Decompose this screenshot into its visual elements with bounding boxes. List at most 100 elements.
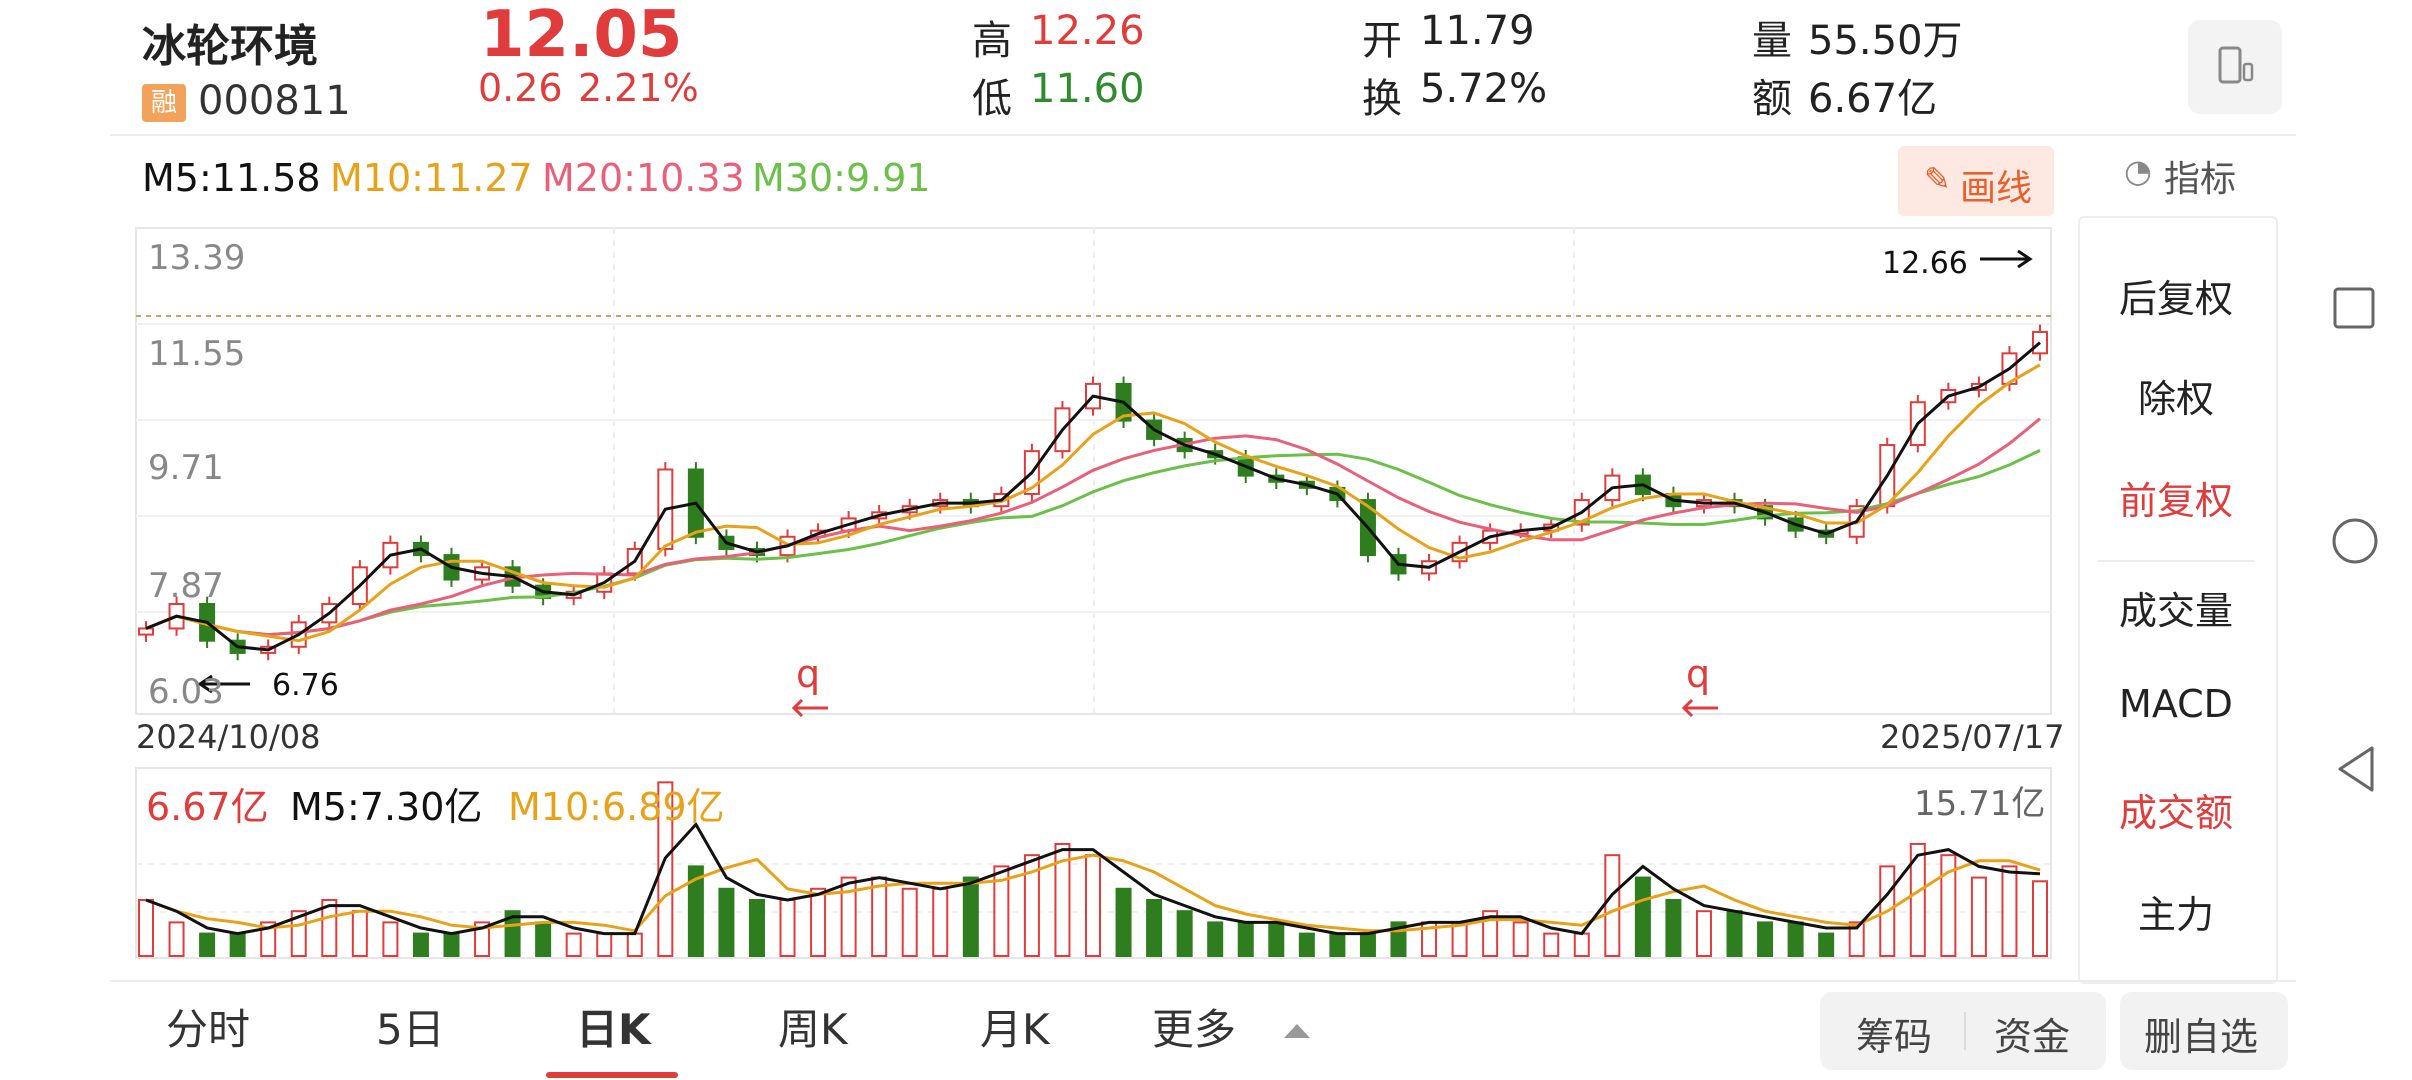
margin-badge: 融 xyxy=(142,84,186,122)
volume-max: 15.71亿 xyxy=(1914,784,2046,824)
event-marker[interactable]: q xyxy=(796,652,821,696)
active-tab-indicator xyxy=(546,1072,678,1078)
side-item-macd[interactable]: MACD xyxy=(2119,682,2233,726)
price-axis-label: 13.39 xyxy=(148,238,246,278)
volume-bar xyxy=(1207,921,1224,957)
volume-bar xyxy=(657,781,674,958)
price-change: 0.26 xyxy=(478,66,563,110)
price-axis-label: 11.55 xyxy=(148,334,246,374)
candle-body xyxy=(138,627,154,636)
volume-bar xyxy=(138,898,154,958)
min-price-label: 6.76 xyxy=(272,668,339,703)
amount-value: 6.67亿 xyxy=(1808,76,1938,122)
volume-bar xyxy=(1298,932,1315,957)
volume-bar xyxy=(321,898,338,958)
volume-bar xyxy=(168,921,185,957)
volume-bar xyxy=(1268,921,1285,957)
volume-bar xyxy=(779,898,796,958)
ma5-value: M5:11.58 xyxy=(142,156,321,200)
event-marker[interactable]: q xyxy=(1686,652,1711,696)
volume-bar xyxy=(290,910,307,958)
volume-bar xyxy=(1573,932,1590,957)
draw-line-button[interactable]: ✎ 画线 xyxy=(1898,146,2054,216)
low-label: 低 xyxy=(972,76,1012,122)
ma20-line xyxy=(145,417,2041,637)
funds-button[interactable]: 资金 xyxy=(1994,1015,2071,1059)
open-value: 11.79 xyxy=(1420,8,1535,54)
pencil-icon: ✎ xyxy=(1924,160,1951,198)
volume-bar xyxy=(2032,880,2048,958)
volume-bar xyxy=(351,910,368,958)
volume-bar xyxy=(1176,910,1193,958)
volume-bar xyxy=(932,887,949,958)
caret-up-icon[interactable] xyxy=(1282,1020,1312,1040)
volume-bar xyxy=(840,876,857,957)
high-value: 12.26 xyxy=(1030,8,1145,54)
price-axis-label: 6.03 xyxy=(148,672,224,712)
volume-value: 55.50万 xyxy=(1808,18,1963,64)
volume-bar xyxy=(199,932,216,957)
price-change-pct: 2.21% xyxy=(578,66,699,110)
tab-monthly-k[interactable]: 月K xyxy=(980,1005,1050,1054)
volume-bar xyxy=(412,932,429,957)
ma30-line xyxy=(145,449,2041,637)
volume-bar xyxy=(1909,842,1926,957)
side-item-volume[interactable]: 成交量 xyxy=(2118,589,2233,633)
volume-amount: 6.67亿 xyxy=(146,785,269,829)
volume-bar xyxy=(687,865,704,957)
tab-more[interactable]: 更多 xyxy=(1152,1005,1237,1054)
volume-ma5: M5:7.30亿 xyxy=(290,785,483,829)
volume-bar xyxy=(474,921,491,957)
nav-recents-icon[interactable] xyxy=(2332,286,2376,330)
ma20-value: M20:10.33 xyxy=(542,156,745,200)
ma5-line xyxy=(145,341,2041,652)
volume-bar xyxy=(1818,932,1835,957)
volume-bar xyxy=(1726,910,1743,958)
rotate-screen-button[interactable] xyxy=(2188,20,2282,114)
amount-label: 额 xyxy=(1752,76,1792,122)
tab-5day[interactable]: 5日 xyxy=(376,1005,445,1054)
volume-bar xyxy=(1970,876,1987,957)
stock-code: 000811 xyxy=(198,78,351,124)
side-item-main-force[interactable]: 主力 xyxy=(2137,893,2214,937)
volume-bar xyxy=(1940,854,1957,957)
turnover-value: 5.72% xyxy=(1420,66,1548,112)
volume-bar xyxy=(596,932,613,957)
volume-bar xyxy=(1054,842,1071,957)
volume-bar xyxy=(810,887,827,958)
volume-bar xyxy=(535,921,552,957)
chips-button[interactable]: 筹码 xyxy=(1856,1015,1933,1059)
nav-home-icon[interactable] xyxy=(2330,516,2380,566)
volume-bar xyxy=(962,876,979,957)
price-axis-label: 9.71 xyxy=(148,448,224,488)
nav-back-icon[interactable] xyxy=(2334,744,2376,794)
volume-bar xyxy=(993,865,1010,957)
tab-weekly-k[interactable]: 周K xyxy=(778,1005,848,1054)
volume-bar xyxy=(229,932,246,957)
side-item-ex-rights[interactable]: 除权 xyxy=(2137,377,2214,421)
volume-bar xyxy=(260,921,277,957)
chips-funds-group xyxy=(1820,992,2106,1070)
volume-bar xyxy=(718,887,735,958)
tab-intraday[interactable]: 分时 xyxy=(166,1005,251,1054)
volume-bar xyxy=(1512,921,1529,957)
side-item-post-adjust[interactable]: 后复权 xyxy=(2118,277,2233,321)
volume-ma10: M10:6.89亿 xyxy=(508,785,725,829)
volume-bar xyxy=(1757,921,1774,957)
indicator-button[interactable]: ◔ 指标 xyxy=(2124,152,2237,200)
volume-bar xyxy=(1634,876,1651,957)
volume-bar xyxy=(1543,932,1560,957)
volume-bar xyxy=(443,932,460,957)
kline-chart[interactable] xyxy=(0,0,2100,1080)
remove-watchlist-button[interactable]: 删自选 xyxy=(2120,992,2288,1070)
side-item-turnover-amount[interactable]: 成交额 xyxy=(2118,791,2233,835)
volume-bar xyxy=(1359,932,1376,957)
volume-ma10-line xyxy=(145,853,2041,933)
tab-daily-k[interactable]: 日K xyxy=(576,1005,651,1054)
volume-bar xyxy=(1787,921,1804,957)
volume-bar xyxy=(1115,887,1132,958)
max-price-label: 12.66 xyxy=(1882,246,1968,281)
turnover-label: 换 xyxy=(1362,76,1402,122)
side-item-pre-adjust[interactable]: 前复权 xyxy=(2118,479,2233,523)
volume-bar xyxy=(748,898,765,958)
